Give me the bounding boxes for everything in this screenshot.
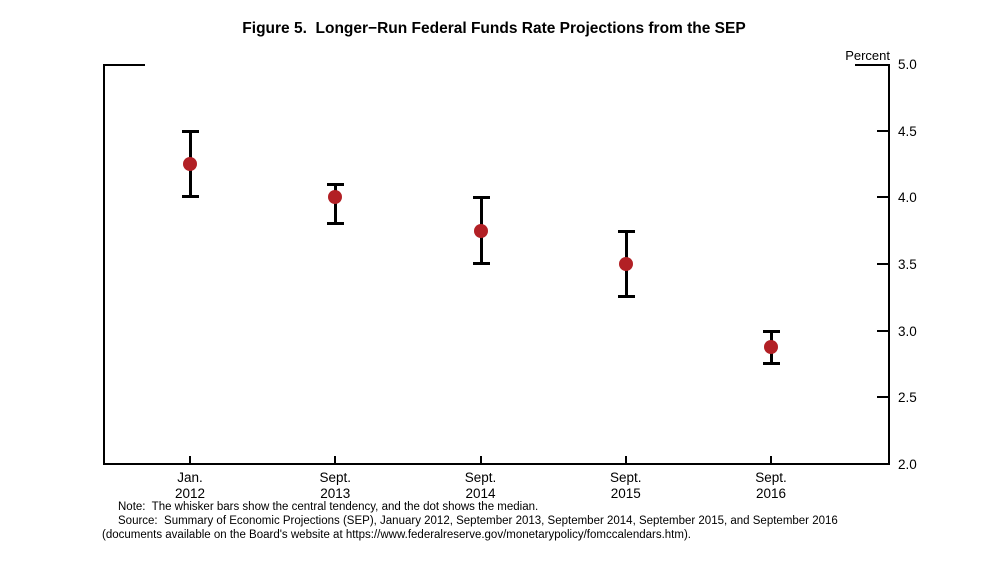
whisker-cap-bottom <box>327 222 345 225</box>
x-tick-label: Sept. 2013 <box>280 470 390 501</box>
y-axis-unit-label: Percent <box>845 48 890 63</box>
x-tick-label-line: 2014 <box>465 485 496 501</box>
x-tick-label-line: Sept. <box>755 470 787 485</box>
x-tick <box>770 456 772 465</box>
axis-top-left-cap <box>103 64 145 66</box>
whisker-cap-bottom <box>472 262 490 265</box>
y-axis-left-line <box>103 64 105 465</box>
whisker-cap-top <box>327 183 345 186</box>
y-axis-right-line <box>888 64 890 465</box>
median-dot <box>764 340 778 355</box>
x-tick-label-line: 2013 <box>320 485 351 501</box>
median-dot <box>473 223 488 238</box>
whisker-cap-bottom <box>617 295 635 299</box>
y-tick-label: 2.5 <box>898 390 917 406</box>
axis-top-right-cap <box>855 64 890 66</box>
note-line: Note: The whisker bars show the central … <box>118 501 539 513</box>
y-tick-label: 5.0 <box>898 57 917 72</box>
y-tick-label: 3.5 <box>898 257 917 272</box>
whisker-cap-top <box>763 329 780 333</box>
x-tick-label-line: 2016 <box>755 485 787 501</box>
x-tick-label: Sept. 2014 <box>426 470 536 501</box>
x-tick-label-line: Sept. <box>609 470 642 485</box>
x-tick <box>189 456 191 465</box>
source-url-line: (documents available on the Board's webs… <box>102 529 691 541</box>
whisker <box>334 184 338 224</box>
y-tick <box>877 329 888 332</box>
whisker-cap-top <box>472 196 490 200</box>
whisker-cap-bottom <box>763 362 780 365</box>
median-dot <box>328 190 343 205</box>
whisker-cap-bottom <box>182 195 199 199</box>
x-tick-label: Jan. 2012 <box>135 470 245 501</box>
y-tick <box>877 396 888 399</box>
y-tick-label: 4.5 <box>898 123 917 139</box>
source-line: Source: Summary of Economic Projections … <box>118 515 838 527</box>
x-tick-label-line: Sept. <box>319 470 352 485</box>
x-axis-line <box>103 463 890 465</box>
x-tick-label-line: Sept. <box>464 470 497 485</box>
x-tick-label-line: Jan. <box>177 470 203 485</box>
y-tick-label: 2.0 <box>898 457 917 472</box>
y-tick-label: 4.0 <box>898 190 917 206</box>
figure-notes: Note: The whisker bars show the central … <box>102 500 1000 542</box>
y-tick <box>877 196 888 199</box>
x-tick <box>334 456 337 465</box>
x-tick-label-line: 2015 <box>610 485 641 501</box>
figure-title: Figure 5. Longer−Run Federal Funds Rate … <box>242 20 746 37</box>
y-tick <box>877 263 888 265</box>
x-tick <box>624 456 627 465</box>
x-tick-label: Sept. 2016 <box>716 470 826 501</box>
whisker-cap-top <box>182 129 199 133</box>
x-tick-label: Sept. 2015 <box>571 470 681 501</box>
median-dot <box>183 157 197 171</box>
y-tick <box>877 129 888 132</box>
whisker-cap-top <box>617 229 635 233</box>
x-tick-label-line: 2012 <box>174 485 206 501</box>
x-tick <box>479 456 482 465</box>
y-tick-label: 3.0 <box>898 323 917 339</box>
median-dot <box>618 257 633 271</box>
